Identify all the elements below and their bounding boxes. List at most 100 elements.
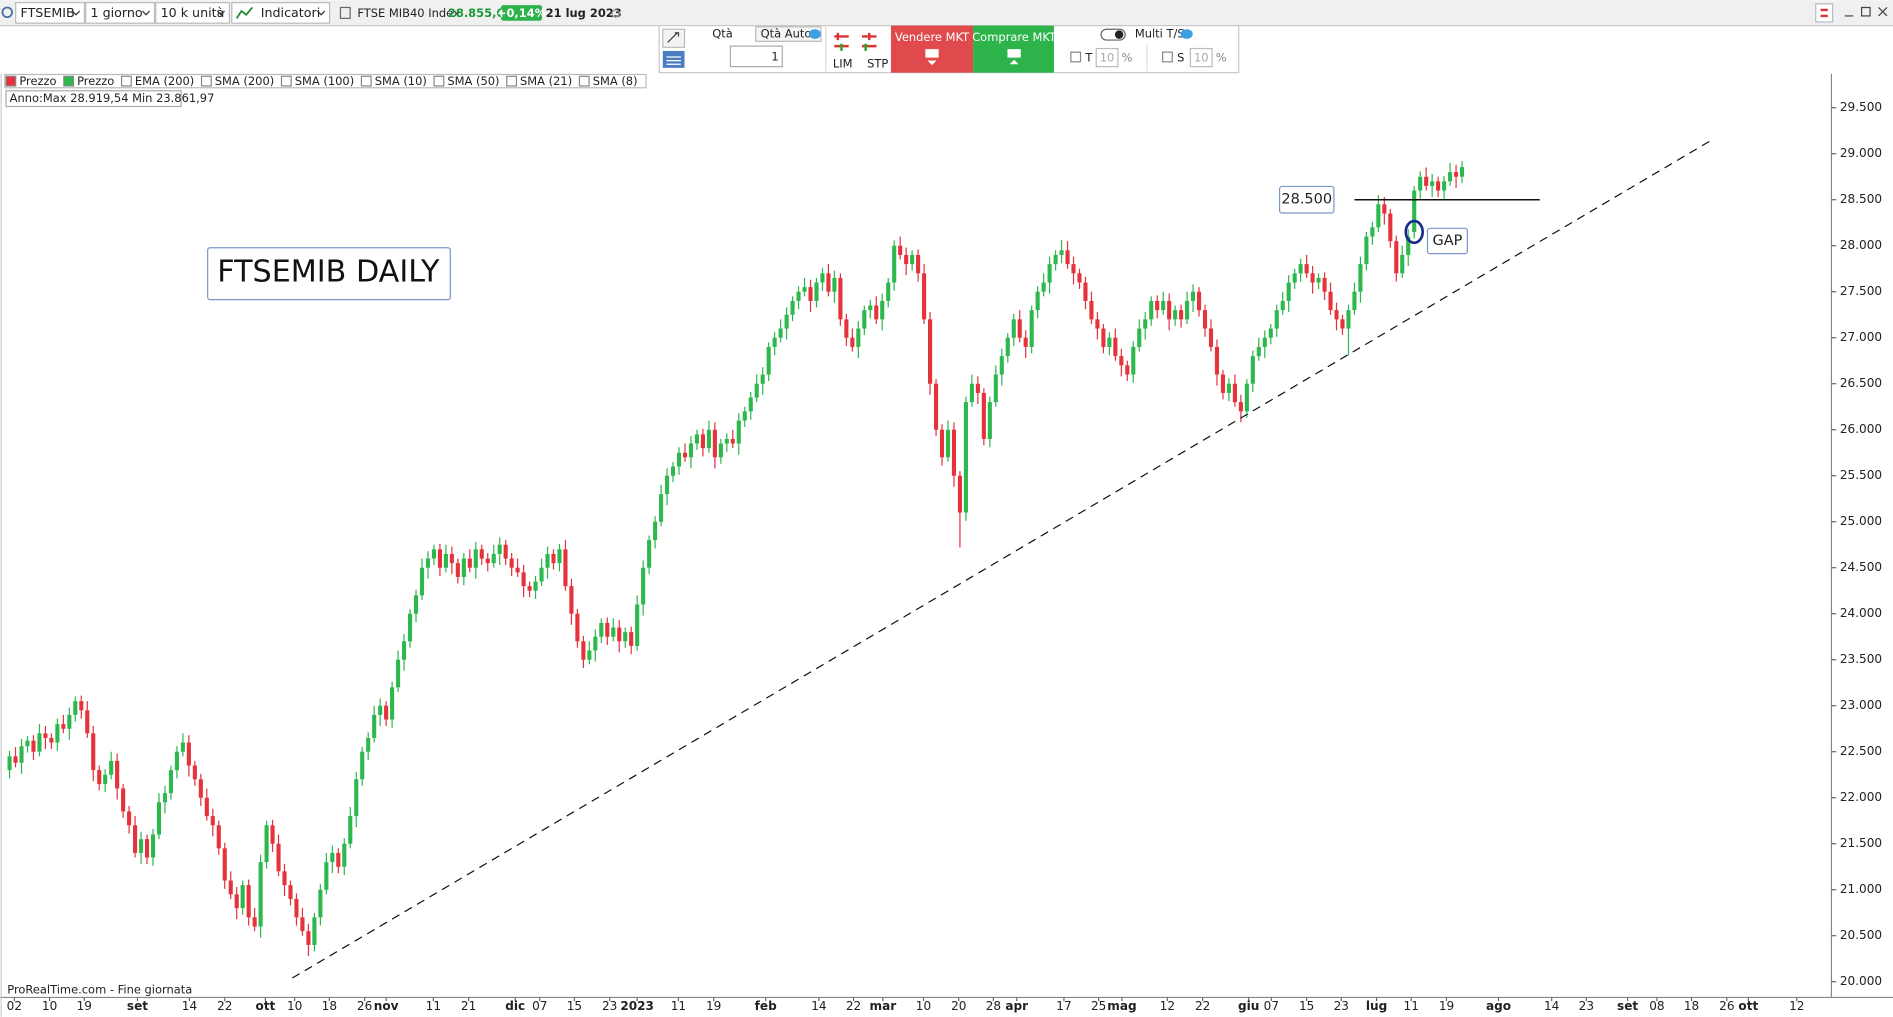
candle-body: [1191, 291, 1196, 301]
candle-body: [676, 452, 682, 467]
indicator-toggle[interactable]: [578, 75, 590, 87]
level-label-box: [1278, 185, 1335, 214]
candle-body: [1346, 310, 1351, 329]
restore-button[interactable]: [1861, 6, 1871, 17]
candle-body: [910, 254, 915, 265]
keyboard-icon: [666, 56, 681, 65]
candle-body: [999, 356, 1004, 375]
indicator-toggle[interactable]: [63, 75, 75, 87]
units-dropdown[interactable]: [155, 2, 230, 24]
timeframe-dropdown[interactable]: [85, 2, 156, 24]
x-tick-label: set: [127, 999, 148, 1013]
candle-body: [784, 314, 789, 329]
help-bubble[interactable]: [808, 29, 821, 39]
indicator-bar: Prezzo Prezzo EMA (200) SMA (200) SMA (100) S…: [4, 73, 647, 89]
s-label: S: [1177, 51, 1184, 65]
indicator-toggle[interactable]: [433, 75, 445, 87]
candle-body: [868, 305, 873, 311]
app-icon[interactable]: [1, 6, 13, 19]
candle-body: [270, 825, 275, 844]
candle-body: [437, 549, 442, 568]
x-tick-label: 19: [1439, 999, 1454, 1013]
candle-body: [963, 402, 968, 513]
candle-body: [832, 277, 837, 292]
candle-body: [987, 402, 992, 439]
x-tick-label: 18: [322, 999, 337, 1013]
x-tick-label: 17: [1056, 999, 1071, 1013]
candle-body: [545, 553, 550, 568]
candle-body: [569, 586, 574, 614]
dropdown-arrow: [317, 10, 326, 16]
candle-body: [969, 383, 974, 403]
candle-body: [1113, 337, 1118, 357]
candle-body: [575, 613, 580, 642]
candle-body: [1388, 213, 1393, 242]
y-tick-label: 21.000: [1840, 882, 1882, 896]
candle-body: [210, 816, 215, 826]
candle-body: [688, 443, 694, 458]
range-info: Anno:Max 28.919,54 Min 23.861,97: [10, 91, 215, 105]
candle-body: [802, 287, 807, 292]
candle-body: [790, 300, 795, 315]
y-tick-label: 20.500: [1840, 928, 1882, 942]
candle-body: [85, 710, 90, 734]
x-tick-label: 14: [811, 999, 826, 1013]
candle-body: [826, 273, 831, 292]
candle-body: [1083, 282, 1088, 301]
candle-body: [13, 756, 18, 763]
help-bubble[interactable]: [1180, 29, 1193, 39]
qty-label: Qtà: [712, 27, 733, 41]
indicator-toggle[interactable]: [280, 75, 292, 87]
indicators-dropdown[interactable]: [231, 2, 331, 24]
sync-button[interactable]: [1815, 3, 1834, 23]
s-checkbox[interactable]: [1161, 51, 1173, 63]
candle-body: [378, 705, 383, 715]
candle-body: [1149, 300, 1154, 320]
settings-button[interactable]: [662, 28, 686, 48]
symbol-dropdown[interactable]: [15, 2, 86, 24]
close-button[interactable]: [1878, 7, 1888, 17]
t-checkbox[interactable]: [1070, 51, 1082, 63]
s-input[interactable]: [1189, 47, 1213, 68]
candle-body: [922, 273, 927, 320]
candle-body: [742, 411, 747, 421]
candle-body: [945, 429, 951, 458]
candle-body: [288, 885, 293, 899]
candle-body: [623, 632, 628, 642]
candle-body: [222, 848, 227, 881]
candle-body: [1161, 300, 1166, 311]
candle-body: [1316, 277, 1321, 283]
candle-body: [1023, 337, 1028, 347]
candle-body: [1089, 300, 1094, 320]
candle-body: [264, 825, 269, 863]
y-tick-label: 25.500: [1840, 468, 1882, 482]
indicator-toggle[interactable]: [360, 75, 372, 87]
candle-body: [342, 843, 347, 867]
keyboard-button[interactable]: [662, 50, 685, 68]
candle-body: [276, 843, 281, 872]
candle-body: [180, 742, 185, 752]
indicator-toggle[interactable]: [5, 75, 17, 87]
candle-body: [366, 737, 371, 752]
indicator-toggle[interactable]: [120, 75, 132, 87]
candle-body: [718, 443, 723, 458]
candle-body: [1382, 204, 1387, 214]
y-tick-label: 28.000: [1840, 238, 1882, 252]
candle-body: [892, 245, 897, 283]
info-icon[interactable]: [339, 6, 351, 19]
candle-body: [407, 613, 413, 642]
candle-body: [635, 604, 640, 646]
x-tick-label: lug: [1366, 999, 1387, 1013]
x-tick-label: 08: [1649, 999, 1664, 1013]
lim: LIM: [833, 57, 853, 71]
wrench-icon: [667, 32, 680, 43]
t-input[interactable]: [1095, 47, 1119, 68]
indicator-toggle[interactable]: [506, 75, 518, 87]
candle-body: [957, 475, 962, 513]
x-tick-label: 11: [426, 999, 441, 1013]
indicator-toggle[interactable]: [200, 75, 212, 87]
candle-body: [419, 567, 425, 596]
x-tick-label: 20: [951, 999, 966, 1013]
candle-body: [527, 586, 532, 591]
qty-input[interactable]: [729, 45, 783, 68]
